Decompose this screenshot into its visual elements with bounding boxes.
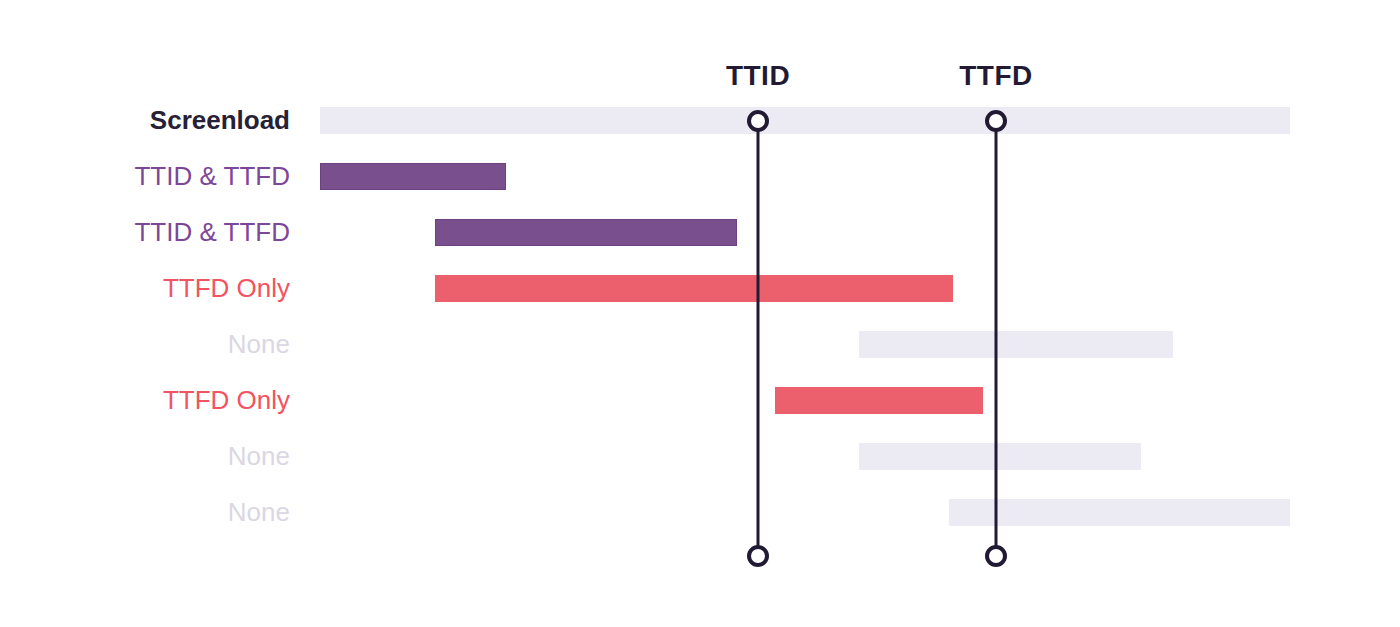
row-label-ttfd-only-2: TTFD Only	[0, 387, 290, 414]
row-label-ttfd-only-1: TTFD Only	[0, 275, 290, 302]
ttid-marker-label: TTID	[726, 60, 790, 92]
ttid-marker-line	[757, 121, 760, 556]
span-bar-none-2	[859, 443, 1141, 470]
span-bar-ttfd-only-2	[775, 387, 983, 414]
row-label-none-2: None	[0, 443, 290, 470]
span-bar-none-1	[859, 331, 1173, 358]
ttid-marker-circle-bottom	[747, 545, 769, 567]
row-label-ttid-ttfd-1: TTID & TTFD	[0, 163, 290, 190]
span-bar-none-3	[949, 499, 1290, 526]
ttfd-marker-circle-top	[985, 110, 1007, 132]
ttid-ttfd-span-diagram: TTID TTFD Screenload TTID & TTFD TTID & …	[0, 0, 1400, 627]
span-bar-ttfd-only-1	[435, 275, 953, 302]
row-label-none-1: None	[0, 331, 290, 358]
span-bar-ttid-ttfd-1	[320, 163, 506, 190]
ttid-marker-circle-top	[747, 110, 769, 132]
row-label-none-3: None	[0, 499, 290, 526]
row-label-screenload: Screenload	[0, 107, 290, 134]
ttfd-marker-line	[995, 121, 998, 556]
row-label-ttid-ttfd-2: TTID & TTFD	[0, 219, 290, 246]
span-bar-ttid-ttfd-2	[435, 219, 737, 246]
span-bar-screenload	[320, 107, 1290, 134]
ttfd-marker-circle-bottom	[985, 545, 1007, 567]
ttfd-marker-label: TTFD	[959, 60, 1033, 92]
